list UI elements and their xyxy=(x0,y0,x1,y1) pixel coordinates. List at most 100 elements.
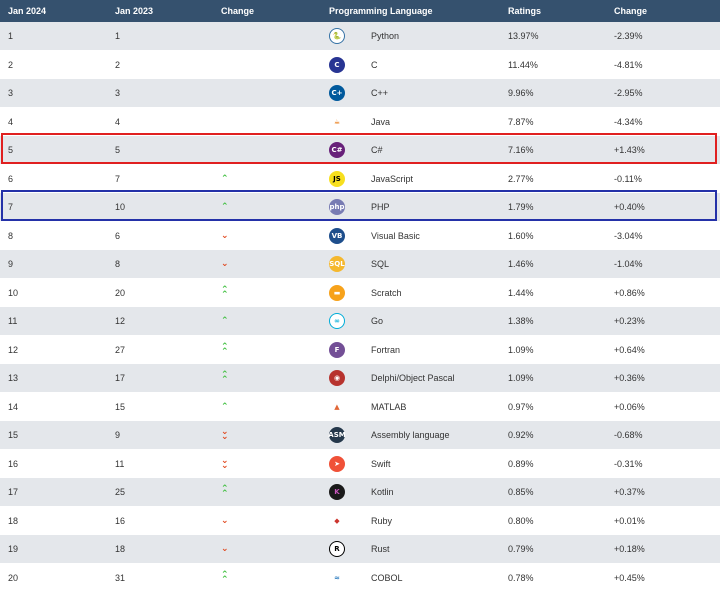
table-row[interactable]: 9 8 ⌄ SQL SQL 1.46% -1.04% xyxy=(0,250,720,279)
table-row[interactable]: 11 12 ⌃ ∞ Go 1.38% +0.23% xyxy=(0,307,720,336)
rating-change: -3.04% xyxy=(614,230,643,241)
rating-value: 0.79% xyxy=(508,544,534,554)
rating-value: 2.77% xyxy=(508,173,534,184)
rank-jan-2024: 16 xyxy=(8,458,19,469)
rating-change: +0.01% xyxy=(614,515,645,526)
table-row[interactable]: 6 7 ⌃ JS JavaScript 2.77% -0.11% xyxy=(0,164,720,193)
rating-change: +0.40% xyxy=(614,202,645,212)
java-icon: ☕ xyxy=(329,113,345,130)
arrow-up-icon: ⌃ xyxy=(221,202,229,212)
header-change[interactable]: Change xyxy=(221,6,255,16)
arrow-down-icon: ⌄ xyxy=(221,230,229,241)
matlab-icon: ▲ xyxy=(329,398,345,415)
language-name: C# xyxy=(371,145,383,155)
table-row[interactable]: 18 16 ⌄ ◆ Ruby 0.80% +0.01% xyxy=(0,506,720,535)
sql-icon: SQL xyxy=(329,256,345,272)
rank-jan-2024: 3 xyxy=(8,88,14,98)
rating-change: -4.81% xyxy=(614,59,643,70)
rank-jan-2023: 12 xyxy=(115,316,126,326)
rank-jan-2024: 12 xyxy=(8,344,19,355)
language-name: Kotlin xyxy=(371,487,394,497)
rank-jan-2023: 15 xyxy=(115,401,126,412)
table-row[interactable]: 15 9 ⌄ ⌄ ASM Assembly language 0.92% -0.68% xyxy=(0,421,720,450)
cobol-icon: ≈ xyxy=(329,569,345,586)
arrow-down-icon: ⌄ xyxy=(221,544,229,554)
table-row[interactable]: 3 3 C+ C++ 9.96% -2.95% xyxy=(0,79,720,108)
table-row[interactable]: 20 31 ⌃ ⌃ ≈ COBOL 0.78% +0.45% xyxy=(0,563,720,592)
table-row[interactable]: 4 4 ☕ Java 7.87% -4.34% xyxy=(0,107,720,136)
rating-change: -1.04% xyxy=(614,259,643,269)
rating-change: -0.68% xyxy=(614,430,643,440)
rating-change: -2.95% xyxy=(614,88,643,98)
scratch-icon: ▬ xyxy=(329,284,345,301)
language-name: Scratch xyxy=(371,287,402,298)
rank-jan-2024: 15 xyxy=(8,430,19,440)
rating-value: 9.96% xyxy=(508,88,534,98)
rank-jan-2023: 16 xyxy=(115,515,126,526)
rating-value: 7.16% xyxy=(508,145,534,155)
table-row[interactable]: 10 20 ⌃ ⌃ ▬ Scratch 1.44% +0.86% xyxy=(0,278,720,307)
header-programming-language[interactable]: Programming Language xyxy=(329,6,433,16)
go-icon: ∞ xyxy=(329,313,345,329)
table-row[interactable]: 5 5 C# C# 7.16% +1.43% xyxy=(0,136,720,165)
rank-jan-2023: 27 xyxy=(115,344,126,355)
rank-jan-2024: 13 xyxy=(8,373,19,383)
ruby-icon: ◆ xyxy=(329,512,345,529)
rating-change: +0.37% xyxy=(614,487,645,497)
header-jan-2024[interactable]: Jan 2024 xyxy=(8,6,47,16)
python-icon: 🐍 xyxy=(329,28,345,44)
rating-value: 1.38% xyxy=(508,316,534,326)
table-row[interactable]: 19 18 ⌄ R Rust 0.79% +0.18% xyxy=(0,535,720,564)
header-ratings-change[interactable]: Change xyxy=(614,6,648,16)
visual-basic-icon: VB xyxy=(329,227,345,244)
language-name: SQL xyxy=(371,259,390,269)
table-row[interactable]: 17 25 ⌃ ⌃ K Kotlin 0.85% +0.37% xyxy=(0,478,720,507)
rank-jan-2024: 11 xyxy=(8,316,18,326)
language-name: Delphi/Object Pascal xyxy=(371,373,455,383)
rank-jan-2024: 5 xyxy=(8,145,14,155)
arrow-up-double-icon: ⌃ ⌃ xyxy=(221,341,229,357)
rating-value: 1.79% xyxy=(508,202,534,212)
language-name: Ruby xyxy=(371,515,393,526)
arrow-down-double-icon: ⌄ ⌄ xyxy=(221,427,229,442)
language-name: Python xyxy=(371,31,400,41)
rating-change: -4.34% xyxy=(614,116,643,127)
rating-change: -0.11% xyxy=(614,173,642,184)
table-row[interactable]: 7 10 ⌃ php PHP 1.79% +0.40% xyxy=(0,193,720,222)
language-name: Java xyxy=(371,116,391,127)
rank-jan-2024: 19 xyxy=(8,544,19,554)
fortran-icon: F xyxy=(329,341,345,358)
rating-change: +0.45% xyxy=(614,572,645,583)
rating-change: +0.86% xyxy=(614,287,645,298)
arrow-up-double-icon: ⌃ ⌃ xyxy=(221,569,229,585)
header-ratings[interactable]: Ratings xyxy=(508,6,542,16)
table-row[interactable]: 12 27 ⌃ ⌃ F Fortran 1.09% +0.64% xyxy=(0,335,720,364)
rating-value: 0.78% xyxy=(508,572,534,583)
language-name: MATLAB xyxy=(371,401,407,412)
rank-jan-2024: 20 xyxy=(8,572,19,583)
rank-jan-2023: 20 xyxy=(115,287,126,298)
rating-value: 1.46% xyxy=(508,259,534,269)
rating-value: 1.60% xyxy=(508,230,534,241)
language-name: Assembly language xyxy=(371,430,450,440)
table-row[interactable]: 2 2 C C 11.44% -4.81% xyxy=(0,50,720,79)
rank-jan-2023: 2 xyxy=(115,59,121,70)
rating-change: +0.06% xyxy=(614,401,645,412)
rank-jan-2023: 18 xyxy=(115,544,126,554)
rank-jan-2024: 8 xyxy=(8,230,14,241)
rank-jan-2024: 10 xyxy=(8,287,19,298)
rank-jan-2023: 17 xyxy=(115,373,126,383)
table-row[interactable]: 14 15 ⌃ ▲ MATLAB 0.97% +0.06% xyxy=(0,392,720,421)
table-row[interactable]: 13 17 ⌃ ⌃ ◉ Delphi/Object Pascal 1.09% +0.36% xyxy=(0,364,720,393)
php-icon: php xyxy=(329,199,345,215)
table-row[interactable]: 1 1 🐍 Python 13.97% -2.39% xyxy=(0,22,720,51)
language-name: Visual Basic xyxy=(371,230,420,241)
arrow-down-double-icon: ⌄ ⌄ xyxy=(221,455,229,471)
table-row[interactable]: 8 6 ⌄ VB Visual Basic 1.60% -3.04% xyxy=(0,221,720,250)
header-jan-2023[interactable]: Jan 2023 xyxy=(115,6,154,16)
rating-value: 1.09% xyxy=(508,373,534,383)
table-row[interactable]: 16 11 ⌄ ⌄ ➤ Swift 0.89% -0.31% xyxy=(0,449,720,478)
language-name: COBOL xyxy=(371,572,403,583)
rating-value: 1.09% xyxy=(508,344,534,355)
rank-jan-2024: 2 xyxy=(8,59,14,70)
